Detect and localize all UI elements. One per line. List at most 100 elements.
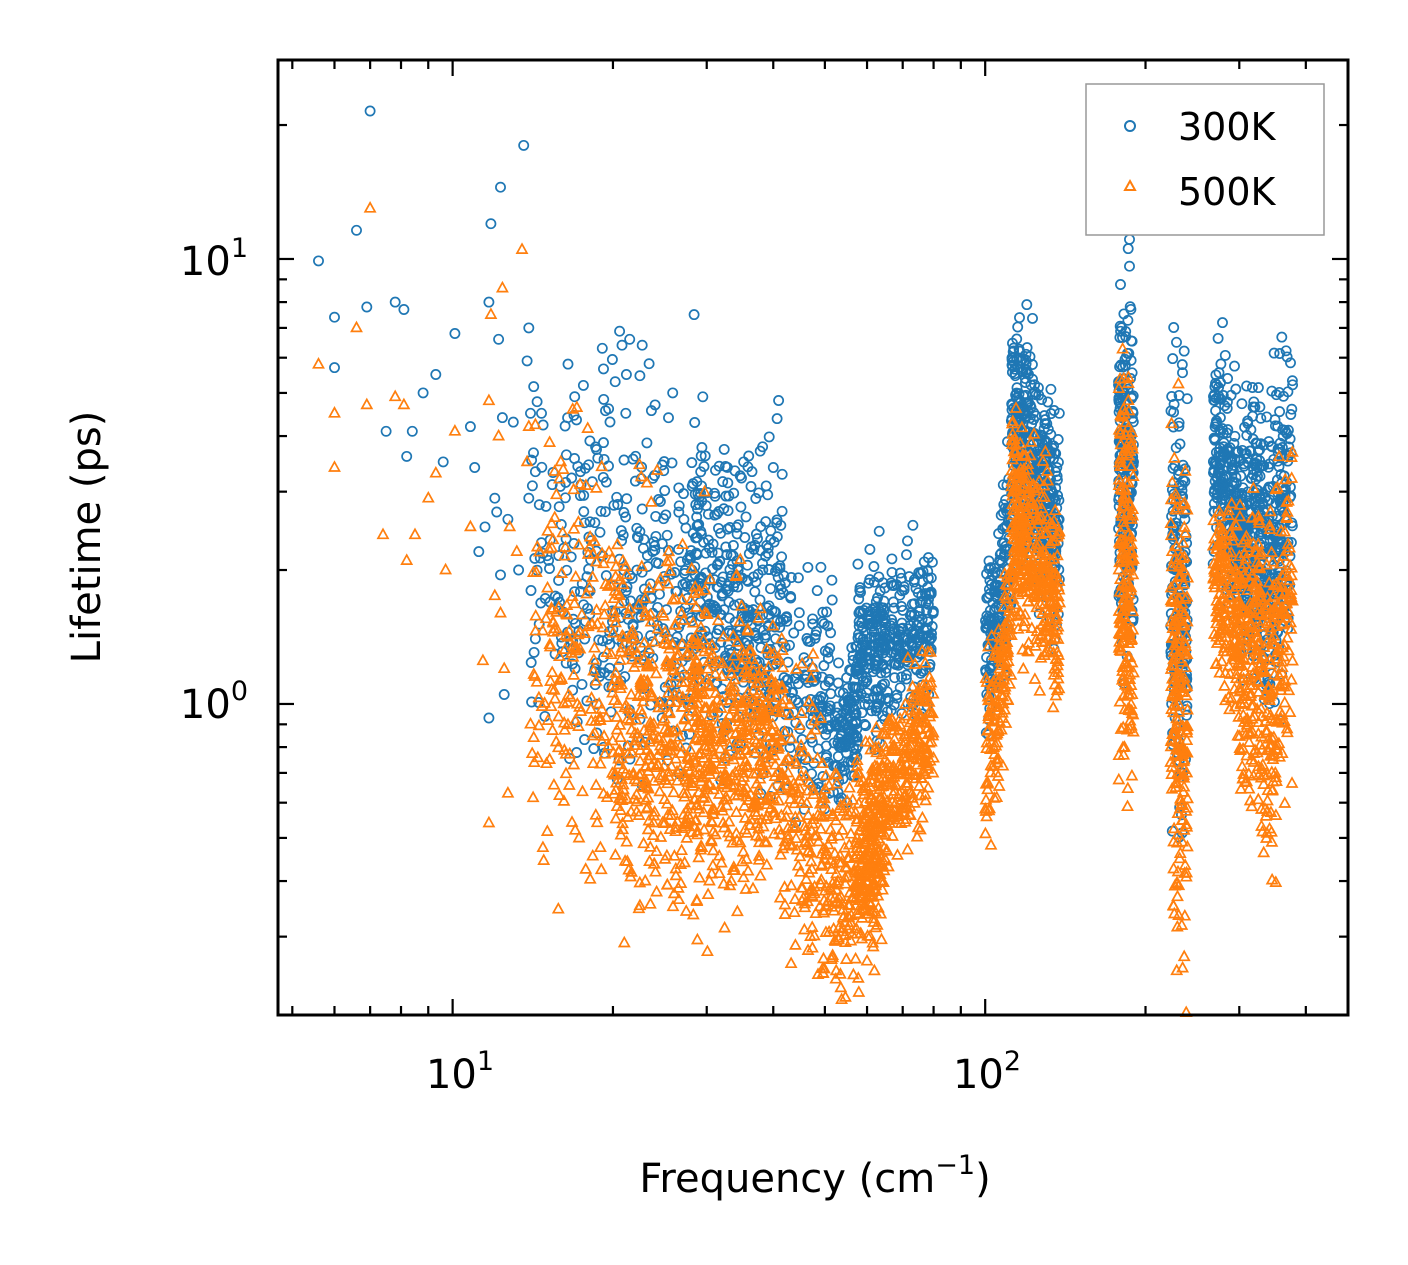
point-300k-2789 bbox=[1235, 506, 1247, 518]
point-300k-851 bbox=[785, 572, 797, 583]
point-300k-2070 bbox=[1115, 359, 1127, 371]
point-500k-279 bbox=[551, 901, 565, 914]
point-300k-1908 bbox=[1042, 423, 1054, 435]
point-500k-1433 bbox=[852, 823, 866, 835]
point-500k-795 bbox=[667, 849, 681, 861]
point-300k-1158 bbox=[908, 576, 920, 588]
point-300k-671 bbox=[713, 506, 725, 517]
point-500k-208 bbox=[593, 710, 607, 722]
point-300k-352 bbox=[569, 453, 580, 464]
point-500k-101 bbox=[669, 868, 683, 881]
point-300k-479 bbox=[593, 634, 605, 646]
point-500k-1295 bbox=[795, 796, 809, 808]
point-500k-340 bbox=[560, 598, 574, 610]
point-500k-1006 bbox=[686, 695, 700, 708]
point-300k-169 bbox=[776, 505, 788, 517]
point-500k-778 bbox=[651, 730, 665, 742]
point-300k-1288 bbox=[861, 675, 873, 687]
point-500k-1311 bbox=[830, 776, 844, 789]
point-300k-2642 bbox=[1214, 412, 1226, 424]
point-300k-1280 bbox=[864, 543, 876, 555]
point-500k-284 bbox=[552, 709, 566, 722]
point-300k-573 bbox=[781, 611, 793, 623]
point-500k-1321 bbox=[827, 921, 841, 934]
point-500k-1307 bbox=[802, 835, 816, 847]
point-300k-614 bbox=[734, 598, 746, 610]
point-300k-17 bbox=[473, 546, 485, 558]
point-300k-237 bbox=[673, 506, 685, 518]
point-500k-0 bbox=[312, 357, 325, 369]
point-500k-1207 bbox=[788, 905, 801, 918]
point-300k-39 bbox=[596, 342, 608, 354]
point-300k-742 bbox=[826, 574, 838, 586]
point-500k-93 bbox=[648, 634, 662, 647]
point-300k-3060 bbox=[1280, 427, 1292, 439]
point-500k-9 bbox=[400, 553, 414, 565]
point-500k-1302 bbox=[839, 952, 853, 964]
point-500k-513 bbox=[660, 877, 674, 890]
point-500k-1033 bbox=[748, 746, 762, 758]
point-500k-1158 bbox=[789, 662, 803, 674]
point-300k-203 bbox=[553, 574, 565, 586]
point-500k-1505 bbox=[850, 906, 864, 919]
point-500k-1202 bbox=[785, 731, 799, 744]
point-300k-684 bbox=[806, 736, 818, 748]
point-300k-79 bbox=[579, 517, 591, 529]
point-300k-77 bbox=[659, 485, 671, 497]
point-500k-358 bbox=[638, 605, 652, 617]
point-500k-1165 bbox=[816, 961, 830, 973]
point-500k-1115 bbox=[794, 706, 808, 719]
point-500k-1140 bbox=[819, 844, 833, 856]
point-500k-867 bbox=[744, 643, 758, 656]
point-300k-5 bbox=[364, 105, 376, 117]
point-500k-716 bbox=[637, 836, 651, 849]
point-300k-277 bbox=[598, 437, 609, 449]
point-500k-817 bbox=[716, 656, 730, 669]
point-500k-1305 bbox=[839, 808, 853, 821]
point-300k-10 bbox=[406, 425, 418, 437]
point-500k-216 bbox=[595, 734, 609, 747]
point-500k-1335 bbox=[832, 828, 846, 841]
point-300k-1546 bbox=[983, 583, 995, 595]
point-500k-151 bbox=[621, 746, 635, 759]
point-500k-557 bbox=[743, 818, 757, 830]
point-500k-1336 bbox=[819, 768, 833, 781]
point-500k-215 bbox=[539, 611, 553, 624]
point-300k-540 bbox=[658, 513, 670, 525]
point-500k-126 bbox=[576, 784, 589, 797]
point-500k-1337 bbox=[836, 910, 850, 923]
point-500k-1229 bbox=[801, 783, 815, 796]
point-500k-1347 bbox=[786, 785, 800, 798]
point-500k-391 bbox=[559, 540, 572, 552]
point-300k-794 bbox=[715, 576, 727, 588]
point-300k-512 bbox=[679, 568, 691, 579]
point-500k-745 bbox=[631, 689, 645, 701]
point-300k-611 bbox=[776, 551, 788, 563]
point-300k-343 bbox=[638, 533, 650, 545]
point-500k-1250 bbox=[832, 930, 846, 943]
point-500k-213 bbox=[542, 541, 556, 554]
point-300k-250 bbox=[675, 556, 687, 568]
point-300k-1145 bbox=[900, 669, 912, 681]
point-500k-1204 bbox=[844, 933, 858, 946]
point-500k-1091 bbox=[751, 788, 764, 800]
point-300k-2714 bbox=[1254, 401, 1266, 413]
point-500k-410 bbox=[525, 746, 539, 759]
point-500k-1331 bbox=[822, 778, 836, 791]
point-300k-823 bbox=[755, 521, 767, 533]
point-300k-776 bbox=[811, 625, 822, 637]
point-500k-863 bbox=[757, 724, 771, 736]
point-500k-6 bbox=[376, 527, 390, 540]
point-500k-1318 bbox=[828, 890, 842, 903]
point-500k-20 bbox=[488, 588, 502, 601]
point-300k-2593 bbox=[1209, 421, 1221, 433]
point-500k-264 bbox=[551, 623, 565, 636]
point-300k-44 bbox=[609, 376, 621, 388]
point-500k-270 bbox=[529, 565, 543, 577]
point-300k-845 bbox=[695, 526, 707, 537]
point-300k-371 bbox=[597, 471, 609, 483]
point-300k-917 bbox=[766, 605, 778, 616]
point-300k-804 bbox=[741, 559, 753, 571]
point-500k-667 bbox=[640, 801, 654, 814]
point-300k-2747 bbox=[1246, 382, 1258, 393]
